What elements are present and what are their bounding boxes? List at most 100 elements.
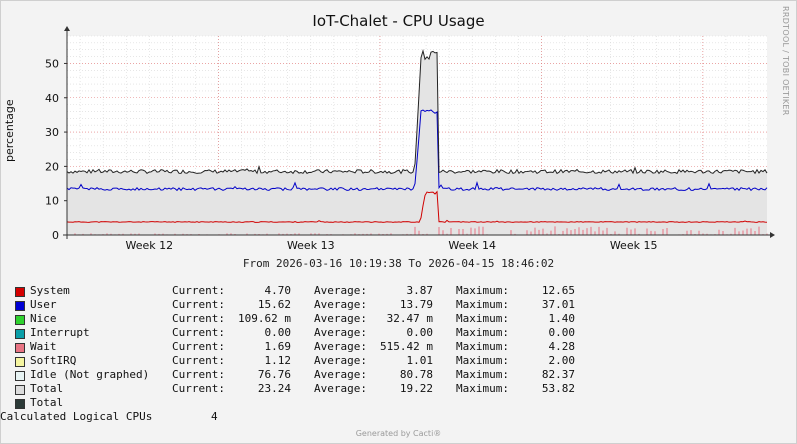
x-tick-label: Week 15 [610,239,658,252]
legend-maximum: Maximum: 53.82 [456,382,575,395]
legend-maximum-label: Maximum: [456,298,509,311]
legend-average-label: Average: [314,382,367,395]
legend-swatch [15,329,25,339]
calculated-cpus-value: 4 [211,410,218,423]
legend-maximum-label: Maximum: [456,312,509,325]
legend-current-label: Current: [172,298,225,311]
generated-by-footer: Generated by Cacti® [355,429,442,438]
legend-average-value: 1.01 [406,354,433,367]
legend-average-label: Average: [314,326,367,339]
legend-average-value: 515.42 m [380,340,433,353]
legend-current-label: Current: [172,340,225,353]
legend-maximum: Maximum: 4.28 [456,340,575,353]
legend-maximum-value: 53.82 [541,382,575,395]
legend-current-label: Current: [172,368,225,381]
legend-maximum-label: Maximum: [456,382,509,395]
legend-current-value: 109.62 m [238,312,291,325]
x-tick-label: Week 13 [287,239,335,252]
y-tick-label: 40 [45,92,59,105]
legend-maximum-value: 2.00 [548,354,575,367]
legend-current: Current: 23.24 [172,382,291,395]
legend-series-name: System [30,284,70,297]
legend-swatch [15,399,25,409]
legend-swatch [15,385,25,395]
y-axis-arrow [64,26,70,31]
legend-current-label: Current: [172,284,225,297]
legend-average: Average: 80.78 [314,368,433,381]
legend-maximum-label: Maximum: [456,354,509,367]
legend-swatch [15,357,25,367]
legend-series-name: SoftIRQ [30,354,77,367]
legend-maximum: Maximum: 82.37 [456,368,575,381]
legend-current-value: 4.70 [264,284,291,297]
legend-current: Current: 0.00 [172,326,291,339]
legend-maximum-label: Maximum: [456,368,509,381]
legend-average-label: Average: [314,340,367,353]
legend-average-value: 3.87 [406,284,433,297]
legend-current: Current: 1.69 [172,340,291,353]
legend-current: Current: 109.62 m [172,312,291,325]
legend-average: Average: 515.42 m [314,340,433,353]
legend-average: Average: 13.79 [314,298,433,311]
legend-series-name: User [30,298,57,311]
legend-average-value: 13.79 [399,298,433,311]
x-tick-label: Week 12 [126,239,174,252]
legend-average-value: 19.22 [399,382,433,395]
y-tick-label: 10 [45,195,59,208]
legend-maximum: Maximum: 37.01 [456,298,575,311]
legend-series-name: Idle (Not graphed) [30,368,150,381]
legend-average-value: 32.47 m [386,312,433,325]
legend-maximum-value: 1.40 [548,312,575,325]
chart-title: IoT-Chalet - CPU Usage [312,12,485,30]
legend-average-label: Average: [314,284,367,297]
y-tick-label: 0 [52,229,59,242]
legend-maximum-label: Maximum: [456,340,509,353]
legend-maximum-label: Maximum: [456,284,509,297]
x-axis-arrow [770,232,775,238]
legend-current-value: 15.62 [257,298,291,311]
legend-maximum-label: Maximum: [456,326,509,339]
legend-series-name: Interrupt [30,326,90,339]
legend-swatch [15,315,25,325]
legend-maximum-value: 37.01 [541,298,575,311]
legend-swatch [15,371,25,381]
legend-current-value: 0.00 [264,326,291,339]
legend-maximum-value: 0.00 [548,326,575,339]
legend-current-value: 1.69 [264,340,291,353]
y-tick-label: 20 [45,160,59,173]
legend-current-value: 76.76 [257,368,291,381]
rrdtool-credit: RRDTOOL / TOBI OETIKER [781,6,790,116]
calculated-cpus-label: Calculated Logical CPUs [0,410,153,423]
legend-average-value: 80.78 [399,368,433,381]
legend-maximum-value: 12.65 [541,284,575,297]
series-line-system [66,190,768,223]
legend-swatch [15,343,25,353]
legend-current: Current: 76.76 [172,368,291,381]
series-line-user [66,109,768,192]
legend-maximum: Maximum: 0.00 [456,326,575,339]
date-range-text: From 2026-03-16 10:19:38 To 2026-04-15 1… [242,257,555,270]
legend-current: Current: 1.12 [172,354,291,367]
legend-swatch [15,287,25,297]
legend-series-name: Nice [30,312,57,325]
legend-current-label: Current: [172,354,225,367]
legend-current-value: 23.24 [257,382,291,395]
legend-average: Average: 0.00 [314,326,433,339]
series-line-total [66,48,768,175]
legend-current: Current: 15.62 [172,298,291,311]
legend-series-name: Wait [30,340,57,353]
legend-maximum: Maximum: 2.00 [456,354,575,367]
legend-series-name: Total [30,396,64,409]
y-tick-label: 50 [45,57,59,70]
legend-average: Average: 19.22 [314,382,433,395]
legend-average-label: Average: [314,368,367,381]
legend-average-value: 0.00 [406,326,433,339]
legend-average-label: Average: [314,354,367,367]
legend-current-label: Current: [172,326,225,339]
legend-swatch [15,301,25,311]
legend-current-label: Current: [172,312,225,325]
legend-average-label: Average: [314,298,367,311]
x-tick-label: Week 14 [448,239,496,252]
legend-average: Average: 32.47 m [314,312,433,325]
